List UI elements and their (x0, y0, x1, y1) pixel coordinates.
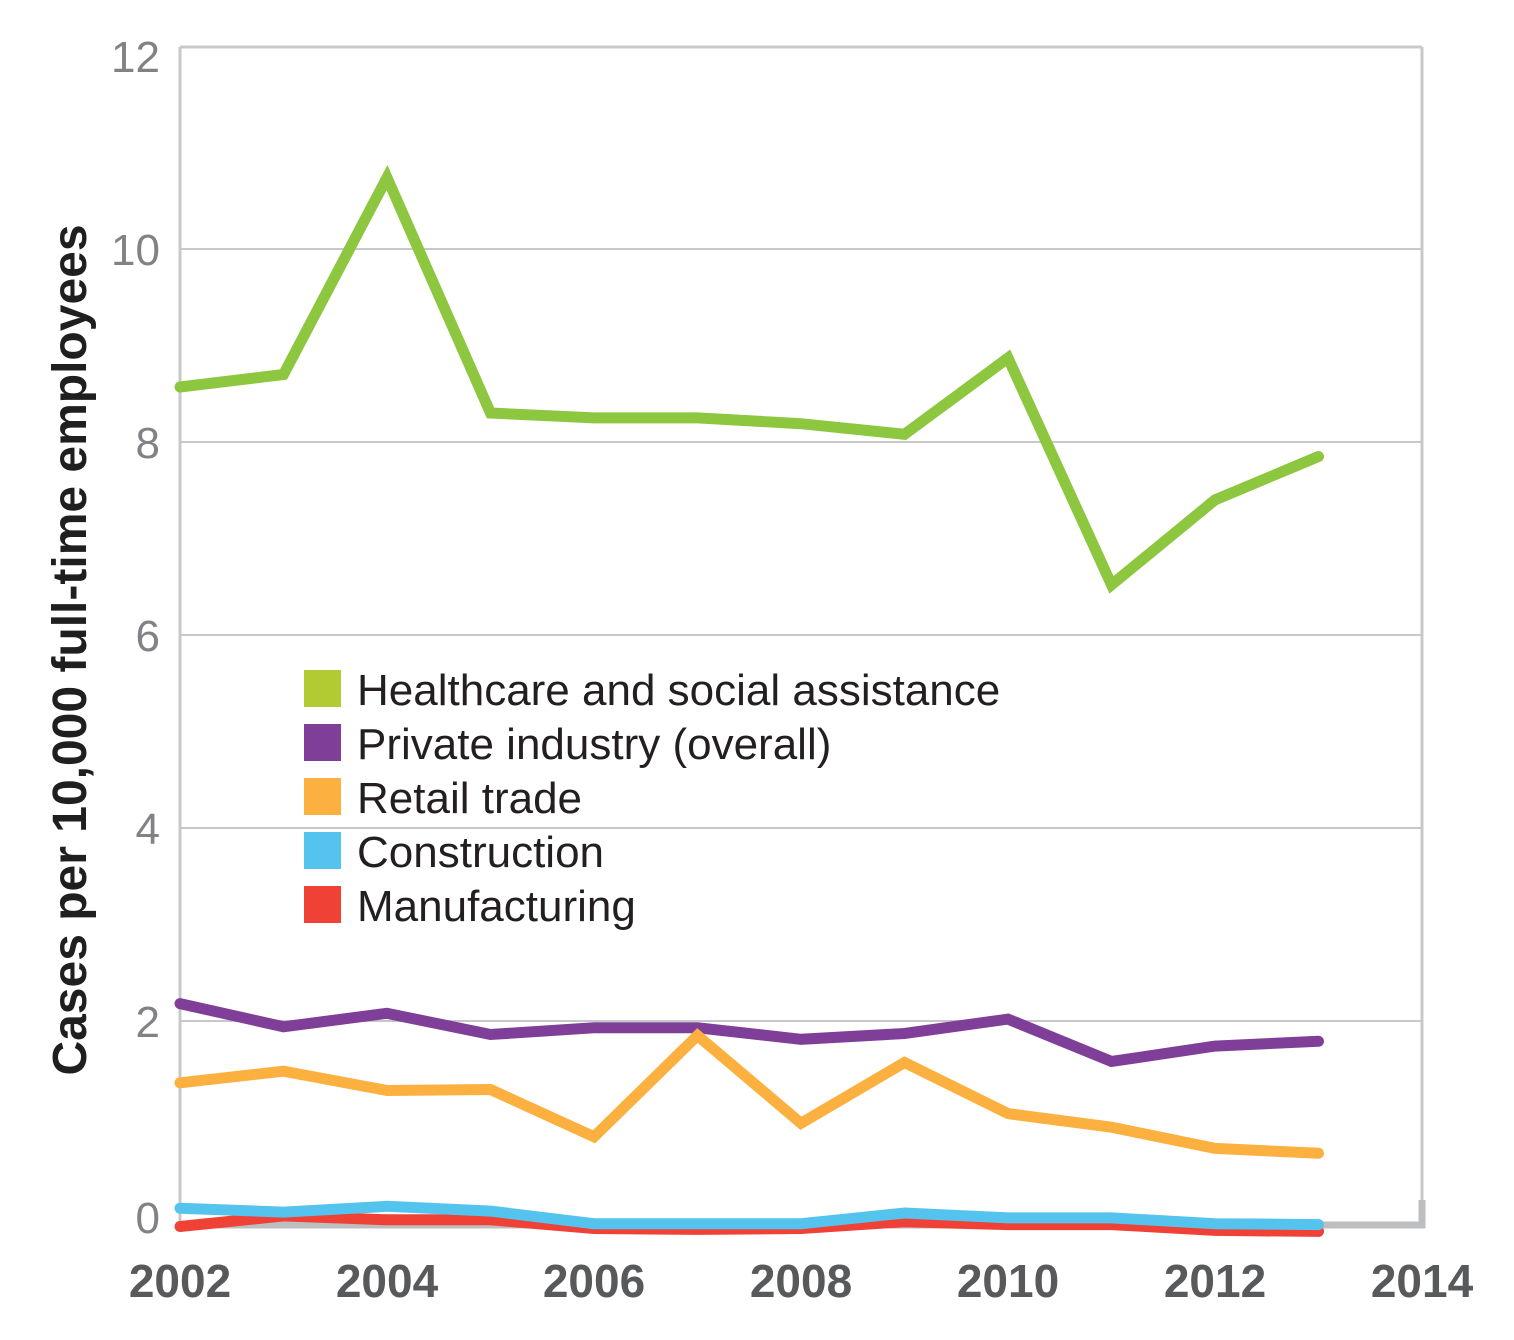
series-line-healthcare-and-social-assistance (174, 164, 1324, 594)
y-tick-label-12: 12 (111, 33, 160, 82)
x-axis-ticks: 2002 2004 2006 2008 2010 2012 2014 (129, 1255, 1474, 1307)
x-tick-label-2012: 2012 (1164, 1255, 1266, 1307)
legend-label-private-industry-overall: Private industry (overall) (357, 720, 831, 769)
x-tick-label-2006: 2006 (543, 1255, 645, 1307)
legend-label-healthcare-and-social-assistance: Healthcare and social assistance (357, 666, 1000, 715)
series-line-construction (174, 1200, 1324, 1231)
legend-swatch-retail-trade (304, 778, 341, 815)
legend-swatch-construction (304, 832, 341, 869)
legend-swatch-healthcare-and-social-assistance (304, 670, 341, 707)
legend: Healthcare and social assistance Private … (304, 666, 1000, 931)
legend-swatch-manufacturing (304, 886, 341, 923)
series-line-private-industry-overall (174, 998, 1324, 1068)
x-tick-label-2008: 2008 (750, 1255, 852, 1307)
legend-label-retail-trade: Retail trade (357, 774, 582, 823)
y-tick-label-0: 0 (136, 1194, 160, 1243)
gridlines (180, 248, 1422, 1022)
x-tick-label-2002: 2002 (129, 1255, 231, 1307)
legend-label-manufacturing: Manufacturing (357, 882, 636, 931)
y-axis-ticks: 0 2 4 6 8 10 12 (111, 33, 160, 1243)
y-tick-label-8: 8 (136, 419, 160, 468)
series-line-retail-trade (174, 1028, 1324, 1159)
x-tick-label-2004: 2004 (336, 1255, 439, 1307)
legend-label-construction: Construction (357, 828, 604, 877)
y-axis-label: Cases per 10,000 full-time employees (44, 224, 97, 1075)
y-tick-label-2: 2 (136, 998, 160, 1047)
x-tick-label-2010: 2010 (957, 1255, 1059, 1307)
legend-swatch-private-industry-overall (304, 724, 341, 761)
y-tick-label-10: 10 (111, 226, 160, 275)
x-tick-label-2014: 2014 (1371, 1255, 1474, 1307)
y-tick-label-6: 6 (136, 612, 160, 661)
y-tick-label-4: 4 (136, 805, 160, 854)
series-lines (174, 164, 1324, 1237)
